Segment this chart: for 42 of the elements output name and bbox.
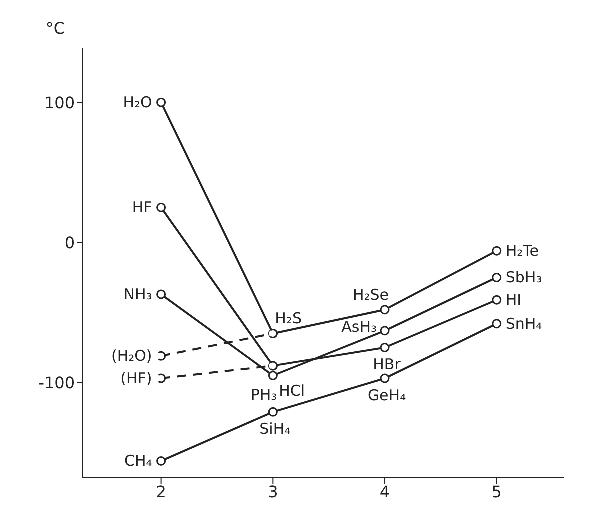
point [156,374,166,384]
annotation: H₂Se [352,286,390,304]
point [156,98,166,108]
point [380,326,390,336]
point [492,246,502,256]
point [268,407,278,417]
annotation: CH₄ [124,452,152,470]
annotation: H₂O [123,94,152,112]
point [380,342,390,352]
annotation: H₂S [275,310,302,328]
y-tick-label: 0 [64,233,75,252]
point [380,305,390,315]
point [156,351,166,361]
annotation: NH₃ [124,286,152,304]
y-tick-label: -100 [38,373,75,392]
annotation: HBr [373,356,402,374]
point [492,272,502,282]
x-tick-label: 5 [492,482,502,502]
annotation: AsH₃ [342,318,378,336]
annotation: HCl [279,382,306,400]
point [380,374,390,384]
annotation: (HF) [120,370,152,388]
annotation: H₂Te [506,242,540,260]
point [492,295,502,305]
annotation: HI [506,291,522,310]
x-tick-label: 4 [380,482,390,502]
annotation: SiH₄ [260,420,291,438]
annotation: GeH₄ [368,386,406,405]
y-axis-title: °C [46,19,66,38]
point [156,202,166,212]
annotation: (H₂O) [111,347,152,366]
point [492,319,502,329]
annotation: HF [132,198,152,217]
x-tick-label: 3 [268,482,278,502]
annotation: PH₃ [250,386,278,404]
point [156,290,166,300]
annotation: SnH₄ [506,314,542,333]
annotation: SbH₃ [506,268,542,287]
point [156,456,166,466]
y-tick-label: 100 [44,93,75,112]
x-tick-label: 2 [156,482,166,502]
point [268,371,278,380]
